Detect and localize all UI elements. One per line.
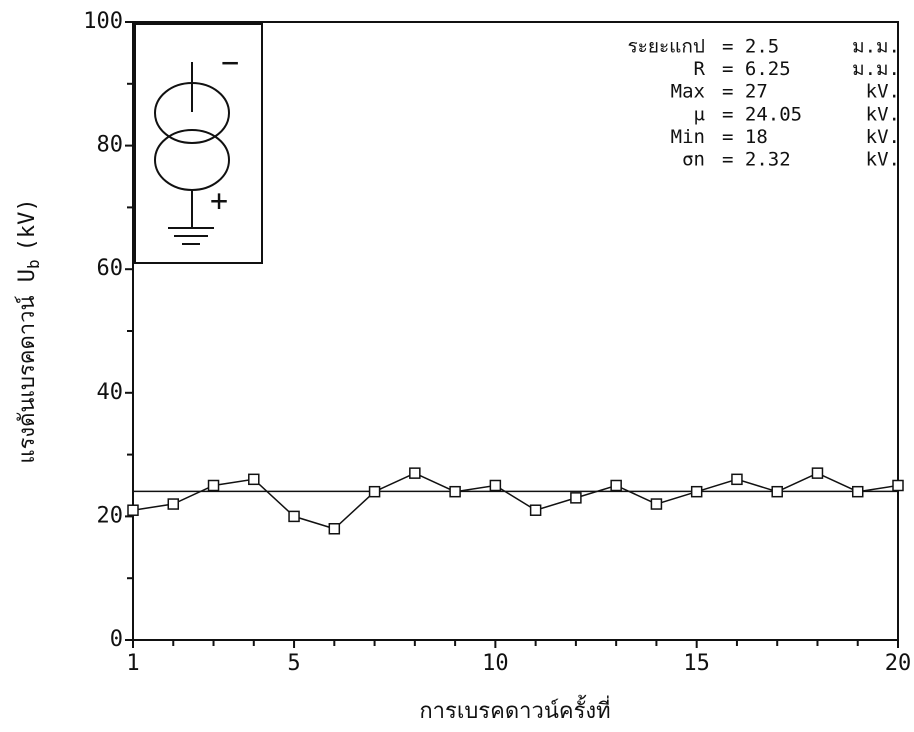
point-marker (167, 498, 180, 510)
point-marker (529, 504, 542, 516)
annotation-value: = 2.32 (722, 149, 791, 171)
point-marker (368, 485, 381, 498)
point-marker (449, 485, 461, 498)
x-axis-label: การเบรคดาวน์ครั้งที่ (419, 695, 610, 724)
point-marker (892, 479, 904, 492)
x-tick-label: 10 (482, 651, 509, 676)
annotation-value: = 18 (722, 126, 768, 148)
point-marker (650, 498, 663, 510)
series-line (132, 472, 899, 530)
x-tick-label: 1 (126, 651, 139, 676)
inset-minus: − (221, 46, 239, 81)
point-marker (851, 485, 864, 498)
point-marker (409, 467, 421, 479)
annotation-unit: kV. (866, 103, 900, 125)
y-tick-label: 40 (97, 380, 124, 405)
point-marker (489, 479, 502, 492)
inset-diagram (134, 23, 263, 264)
annotation-unit: ม.ม. (852, 58, 900, 80)
y-label-unit: (kV) (15, 198, 40, 251)
point-marker (570, 492, 582, 504)
point-marker (690, 485, 703, 498)
point-marker (127, 504, 139, 516)
annotation-name: Max (671, 81, 705, 103)
annotation-value: = 2.5 (722, 36, 779, 58)
point-marker (248, 473, 260, 486)
point-marker (771, 485, 783, 498)
annotation-name: μ (694, 103, 705, 125)
annotation-unit: ม.ม. (852, 36, 900, 58)
annotation-name: ระยะแกป (627, 36, 705, 58)
point-marker (811, 467, 824, 479)
x-tick-label: 15 (683, 651, 710, 676)
x-tick-label: 5 (287, 651, 300, 676)
annotation-value: = 27 (722, 81, 768, 103)
y-label-sub: b (24, 259, 43, 269)
annotation-value: = 6.25 (722, 58, 791, 80)
annotation-unit: kV. (866, 126, 900, 148)
y-tick-label: 0 (110, 627, 123, 652)
point-marker (207, 479, 220, 492)
annotation-name: R (694, 58, 706, 80)
y-label-main: แรงดันเบรคดาวน์ U (15, 269, 40, 464)
y-tick-label: 100 (83, 9, 123, 34)
y-axis-label: แรงดันเบรคดาวน์ Ub (kV) (15, 198, 43, 463)
y-tick-label: 80 (97, 133, 124, 158)
inset-plus: + (210, 184, 228, 219)
annotation-value: = 24.05 (722, 103, 802, 125)
x-tick-label: 20 (885, 651, 912, 676)
point-marker (731, 473, 743, 486)
y-tick-label: 60 (97, 256, 124, 281)
annotation-name: Min (671, 126, 705, 148)
annotation-unit: kV. (866, 81, 900, 103)
point-marker (328, 523, 341, 535)
point-marker (288, 510, 300, 523)
annotation-unit: kV. (866, 149, 900, 171)
y-tick-label: 20 (97, 503, 124, 528)
point-marker (610, 479, 622, 492)
annotation-name: σn (682, 149, 705, 171)
